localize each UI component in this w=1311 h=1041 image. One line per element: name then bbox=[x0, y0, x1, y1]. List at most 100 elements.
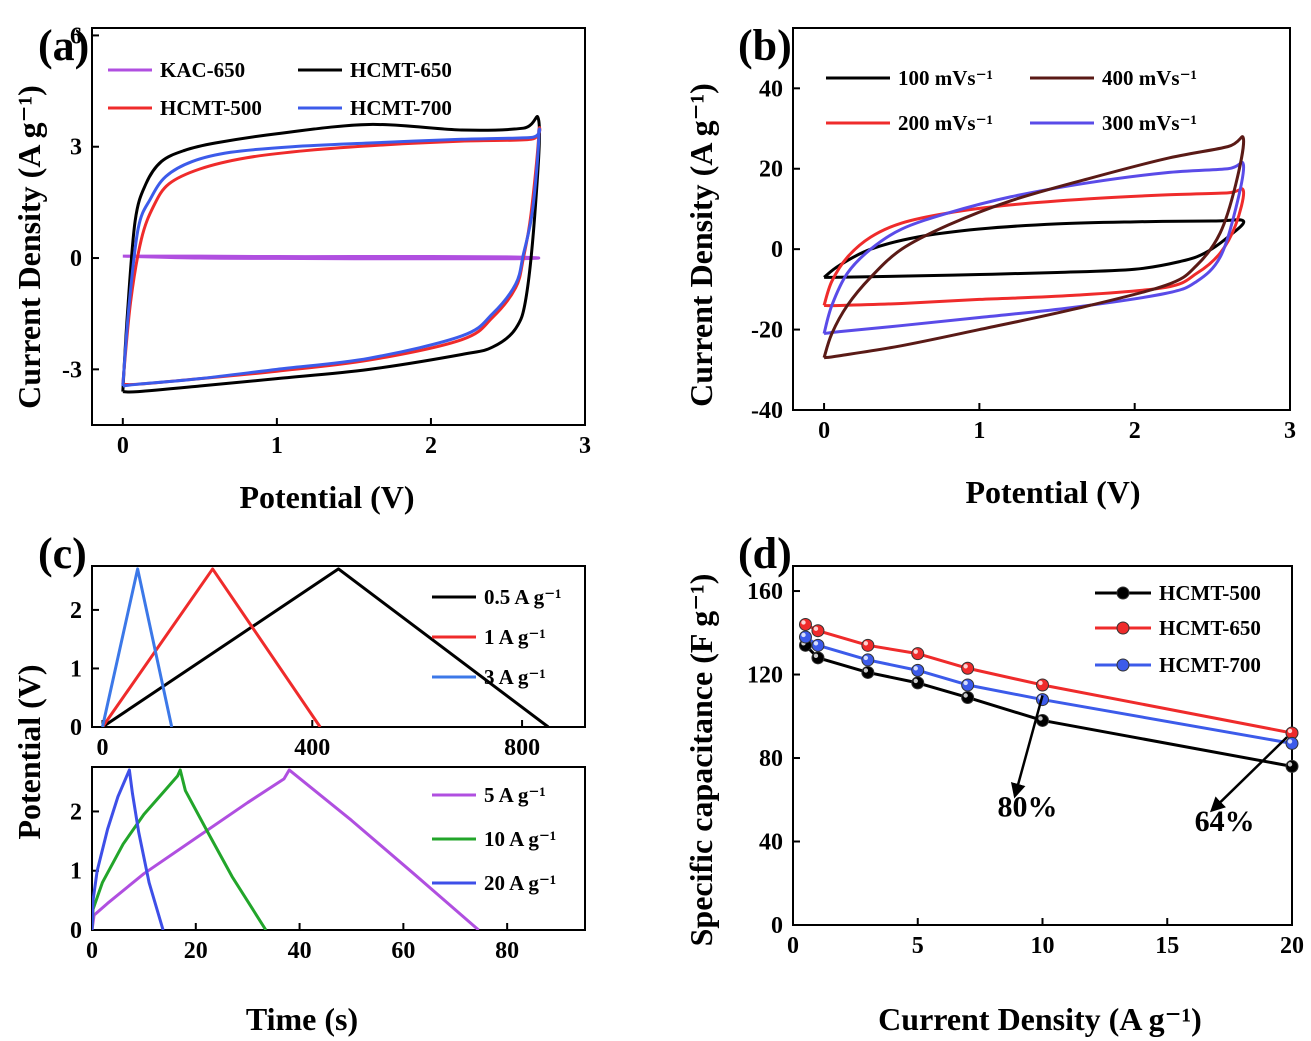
series-line-b-0 bbox=[823, 218, 1246, 279]
legend-label-b-2: 300 mVs⁻¹ bbox=[1102, 111, 1197, 135]
legend-label-b-3: 400 mVs⁻¹ bbox=[1102, 66, 1197, 90]
x-tick-label-d: 20 bbox=[1280, 933, 1304, 959]
panel-label-c: (c) bbox=[38, 529, 87, 578]
y-tick-label-c-bottom: 2 bbox=[70, 799, 82, 825]
panel-label-b: (b) bbox=[738, 21, 792, 70]
x-tick-label-d: 10 bbox=[1031, 933, 1055, 959]
x-tick-label-a: 1 bbox=[271, 433, 283, 459]
legend-label-c-bottom-0: 5 A g⁻¹ bbox=[484, 783, 546, 807]
x-tick-label-a: 3 bbox=[579, 433, 591, 459]
xlabel-d: Current Density (A g⁻¹) bbox=[878, 1001, 1202, 1037]
data-point-1-4 bbox=[961, 661, 975, 675]
legend-label-c-top-0: 0.5 A g⁻¹ bbox=[484, 585, 561, 609]
series-line-c-top-0 bbox=[101, 567, 550, 727]
panel-label-a: (a) bbox=[38, 21, 89, 70]
y-tick-label-a: 0 bbox=[70, 246, 82, 272]
x-tick-label-c-bottom: 80 bbox=[495, 938, 519, 964]
data-point-highlight-1-6 bbox=[1287, 728, 1293, 734]
y-tick-label-d: 80 bbox=[759, 746, 783, 772]
ylabel-c: Potential (V) bbox=[11, 664, 47, 839]
x-tick-label-d: 5 bbox=[912, 933, 924, 959]
data-point-highlight-2-6 bbox=[1287, 739, 1293, 744]
data-point-0-6 bbox=[1285, 759, 1299, 773]
y-tick-label-b: -20 bbox=[751, 318, 783, 344]
data-point-highlight-2-1 bbox=[813, 641, 819, 646]
x-tick-label-c-top: 0 bbox=[96, 735, 108, 761]
series-line-b-2 bbox=[822, 160, 1246, 336]
plot-d: 0 5 10 15 20 0 40 80 120 160 HCMT-500 HCMT-650 HCMT-… bbox=[747, 565, 1304, 959]
x-tick-label-a: 0 bbox=[117, 433, 129, 459]
y-tick-label-d: 120 bbox=[747, 663, 783, 689]
data-point-highlight-2-3 bbox=[913, 666, 918, 671]
data-point-0-5 bbox=[1036, 713, 1049, 727]
data-point-highlight-0-2 bbox=[863, 668, 869, 673]
legend-label-a-3: HCMT-700 bbox=[350, 96, 452, 120]
legend-label-d-0: HCMT-500 bbox=[1159, 581, 1261, 605]
series-line-a-0 bbox=[122, 254, 541, 261]
data-point-highlight-0-6 bbox=[1287, 762, 1293, 767]
data-point-2-3 bbox=[911, 663, 925, 677]
y-tick-label-b: 0 bbox=[771, 237, 783, 263]
y-tick-label-b: 40 bbox=[759, 76, 783, 102]
x-tick-label-b: 3 bbox=[1284, 418, 1296, 444]
legend-label-c-top-1: 1 A g⁻¹ bbox=[484, 625, 546, 649]
data-point-2-0 bbox=[798, 630, 812, 644]
data-point-2-4 bbox=[961, 678, 975, 692]
data-point-0-2 bbox=[861, 665, 875, 679]
x-tick-label-b: 1 bbox=[973, 418, 985, 444]
data-point-2-6 bbox=[1285, 736, 1299, 750]
data-point-0-1 bbox=[811, 651, 825, 665]
data-point-2-2 bbox=[861, 653, 875, 667]
legend-label-b-0: 100 mVs⁻¹ bbox=[898, 66, 993, 90]
legend-label-c-top-2: 3 A g⁻¹ bbox=[484, 665, 546, 689]
data-point-0-4 bbox=[961, 690, 975, 704]
data-point-highlight-0-3 bbox=[913, 678, 918, 684]
data-point-highlight-1-2 bbox=[863, 641, 869, 646]
legend-label-a-0: KAC-650 bbox=[160, 58, 245, 82]
xlabel-c: Time (s) bbox=[246, 1001, 358, 1037]
y-tick-label-d: 40 bbox=[759, 830, 783, 856]
y-tick-label-a: 3 bbox=[70, 135, 82, 161]
x-tick-label-c-top: 800 bbox=[504, 735, 540, 761]
x-tick-label-c-top: 400 bbox=[294, 735, 330, 761]
y-tick-label-b: -40 bbox=[751, 398, 783, 424]
data-point-highlight-0-4 bbox=[963, 693, 968, 698]
xlabel-a: Potential (V) bbox=[239, 479, 414, 515]
legend-label-a-1: HCMT-650 bbox=[350, 58, 452, 82]
data-point-highlight-0-1 bbox=[813, 653, 819, 659]
series-line-b-3 bbox=[822, 135, 1246, 360]
ylabel-b: Current Density (A g⁻¹) bbox=[683, 83, 719, 407]
annotation-arrow-1 bbox=[1210, 736, 1288, 813]
legend-marker-0 bbox=[1116, 586, 1130, 600]
ylabel-a: Current Density (A g⁻¹) bbox=[11, 85, 47, 409]
plot-frame-b bbox=[792, 27, 1291, 411]
x-tick-label-a: 2 bbox=[425, 433, 437, 459]
data-point-highlight-1-4 bbox=[963, 664, 968, 669]
y-tick-label-a: 6 bbox=[70, 23, 82, 49]
data-point-highlight-2-4 bbox=[963, 680, 968, 686]
y-tick-label-a: -3 bbox=[62, 357, 82, 383]
data-point-1-5 bbox=[1036, 678, 1049, 692]
y-tick-label-c-bottom: 1 bbox=[70, 859, 82, 885]
legend-label-c-bottom-1: 10 A g⁻¹ bbox=[484, 827, 556, 851]
data-point-highlight-1-5 bbox=[1038, 680, 1043, 686]
plot-a: 0 1 2 3 -3 0 3 6 KAC-650 HCMT-650 HCMT-500 HCMT-700 bbox=[62, 23, 591, 459]
annotation-label-0: 80% bbox=[998, 790, 1058, 823]
ylabel-d: Specific capacitance (F g⁻¹) bbox=[683, 574, 719, 947]
legend-label-a-2: HCMT-500 bbox=[160, 96, 262, 120]
data-point-1-1 bbox=[811, 624, 825, 638]
data-point-1-0 bbox=[798, 617, 812, 631]
legend-label-d-2: HCMT-700 bbox=[1159, 653, 1261, 677]
series-line-d-1 bbox=[804, 623, 1292, 735]
y-tick-label-c-bottom: 0 bbox=[70, 918, 82, 944]
x-tick-label-c-bottom: 0 bbox=[86, 938, 98, 964]
data-point-highlight-0-5 bbox=[1038, 716, 1043, 721]
data-point-highlight-2-2 bbox=[863, 655, 869, 661]
plot-frame-c-bottom bbox=[91, 766, 586, 931]
data-point-highlight-1-3 bbox=[913, 649, 918, 654]
data-point-highlight-2-0 bbox=[801, 632, 806, 638]
x-tick-label-d: 0 bbox=[787, 933, 799, 959]
x-tick-label-c-bottom: 40 bbox=[288, 938, 312, 964]
series-line-a-1 bbox=[121, 114, 541, 394]
